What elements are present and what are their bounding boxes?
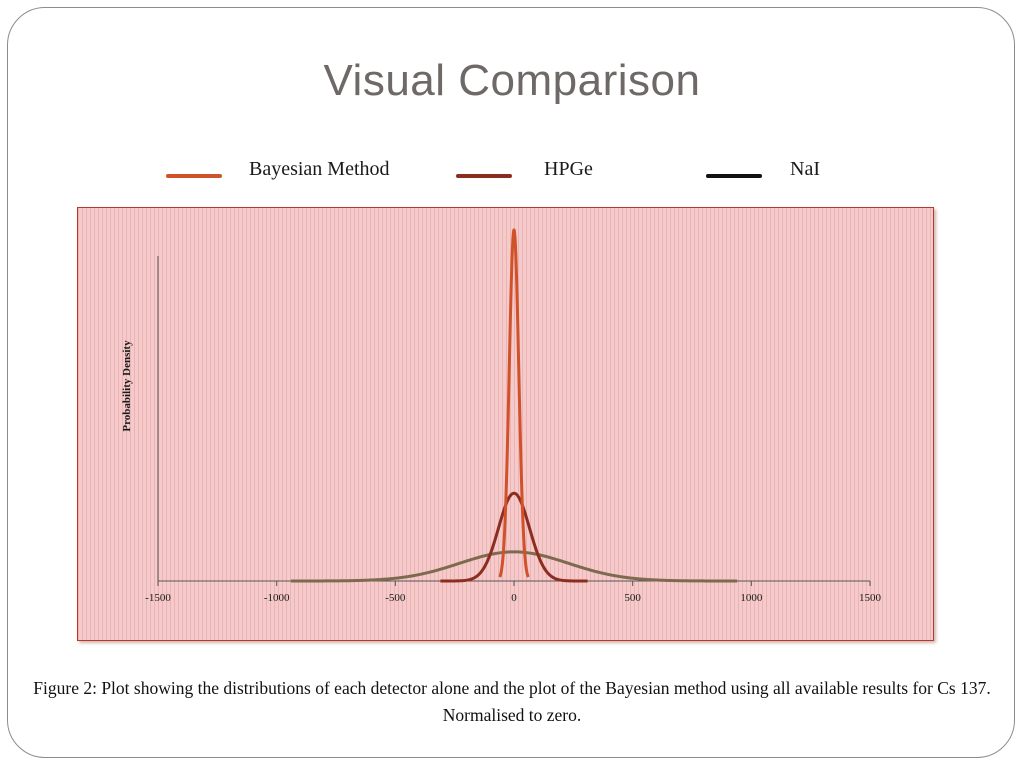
legend-swatch-bayesian xyxy=(166,174,222,178)
x-tick-label: -1000 xyxy=(264,592,290,604)
x-axis-ticks: -1500 -1000 -500 0 500 1000 1500 xyxy=(145,581,882,604)
y-axis-label: Probability Density xyxy=(121,340,133,432)
x-tick-label: -1500 xyxy=(145,592,171,604)
series-curves xyxy=(290,228,738,583)
legend-label-bayesian: Bayesian Method xyxy=(249,158,390,180)
series-line-nai xyxy=(290,550,738,583)
legend-swatch-hpge xyxy=(456,174,512,178)
x-tick-label: 1500 xyxy=(859,592,882,604)
legend-swatch-nai xyxy=(706,174,762,178)
legend-label-nai: NaI xyxy=(790,158,820,180)
series-line-bayesian-method xyxy=(498,228,530,579)
x-tick-label: 500 xyxy=(624,592,641,604)
x-tick-label: 0 xyxy=(511,592,517,604)
slide-title: Visual Comparison xyxy=(323,56,701,105)
series-line-hpge xyxy=(439,491,589,583)
legend-label-hpge: HPGe xyxy=(544,158,593,180)
figure-caption: Figure 2: Plot showing the distributions… xyxy=(33,678,991,725)
x-tick-label: 1000 xyxy=(740,592,763,604)
chart-svg: Probability Density -1500 -1000 -500 0 500 10… xyxy=(121,228,882,604)
plot-area: Probability Density -1500 -1000 -500 0 500 10… xyxy=(77,207,934,641)
x-tick-label: -500 xyxy=(385,592,406,604)
